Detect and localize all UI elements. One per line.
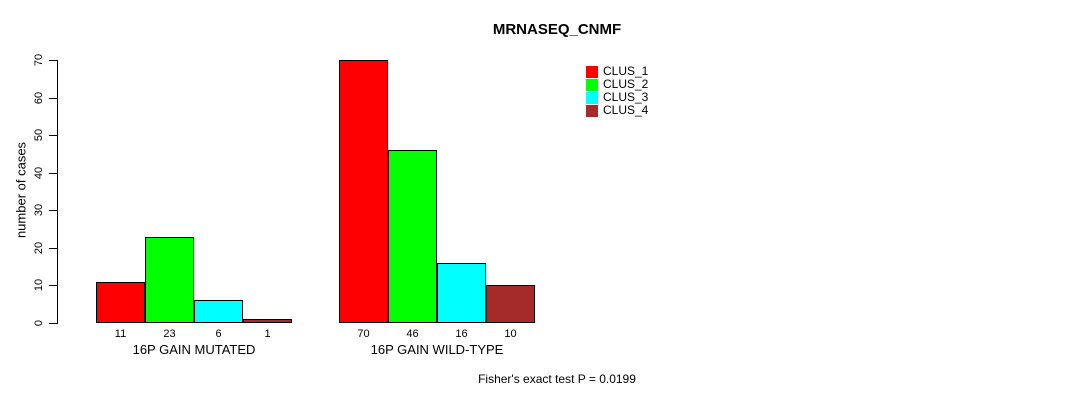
y-tick-label: 30 (33, 203, 45, 217)
bar-value-label: 6 (215, 328, 222, 340)
y-axis (57, 60, 58, 324)
legend-item-clus_4: CLUS_4 (586, 104, 648, 117)
x-category-label: 16P GAIN MUTATED (132, 342, 256, 357)
legend-item-clus_1: CLUS_1 (586, 65, 648, 78)
bar-value-label: 10 (504, 328, 517, 340)
y-tick-mark (49, 98, 57, 99)
y-tick-label: 50 (33, 128, 45, 142)
legend-label: CLUS_3 (603, 90, 649, 104)
y-tick-label: 20 (33, 241, 45, 255)
legend-label: CLUS_2 (603, 77, 649, 91)
bar-clus_3-1 (194, 300, 243, 323)
chart-title: MRNASEQ_CNMF (492, 21, 622, 38)
y-tick-label: 60 (33, 91, 45, 105)
legend-item-clus_3: CLUS_3 (586, 91, 648, 104)
bar-value-label: 46 (406, 328, 419, 340)
bar-value-label: 70 (357, 328, 370, 340)
legend-swatch-clus_2 (586, 78, 598, 91)
bar-value-label: 16 (455, 328, 468, 340)
y-tick-mark (49, 135, 57, 136)
legend-swatch-clus_3 (586, 91, 598, 104)
y-axis-label: number of cases (13, 141, 29, 239)
bar-value-label: 1 (264, 328, 271, 340)
bar-clus_4-2 (486, 285, 535, 323)
y-tick-label: 10 (33, 278, 45, 292)
bar-clus_1-2 (339, 60, 388, 323)
legend-label: CLUS_1 (603, 64, 649, 78)
legend: CLUS_1 CLUS_2 CLUS_3 CLUS_4 (586, 65, 648, 117)
bar-clus_4-1 (243, 319, 292, 323)
bar-clus_2-1 (145, 237, 194, 323)
y-tick-label: 0 (33, 319, 45, 327)
y-tick-mark (49, 248, 57, 249)
legend-item-clus_2: CLUS_2 (586, 78, 648, 91)
y-tick-mark (49, 173, 57, 174)
y-tick-label: 70 (33, 53, 45, 67)
bar-clus_2-2 (388, 150, 437, 323)
bar-value-label: 11 (114, 328, 127, 340)
legend-label: CLUS_4 (603, 103, 649, 117)
x-category-label: 16P GAIN WILD-TYPE (370, 342, 504, 357)
bar-clus_1-1 (96, 282, 145, 323)
legend-swatch-clus_4 (586, 104, 598, 117)
y-tick-mark (49, 285, 57, 286)
y-tick-mark (49, 60, 57, 61)
fisher-test-annotation: Fisher's exact test P = 0.0199 (478, 372, 636, 386)
bar-value-label: 23 (163, 328, 176, 340)
bar-clus_3-2 (437, 263, 486, 323)
y-tick-mark (49, 210, 57, 211)
legend-swatch-clus_1 (586, 65, 598, 78)
y-tick-mark (49, 323, 57, 324)
y-tick-label: 40 (33, 166, 45, 180)
